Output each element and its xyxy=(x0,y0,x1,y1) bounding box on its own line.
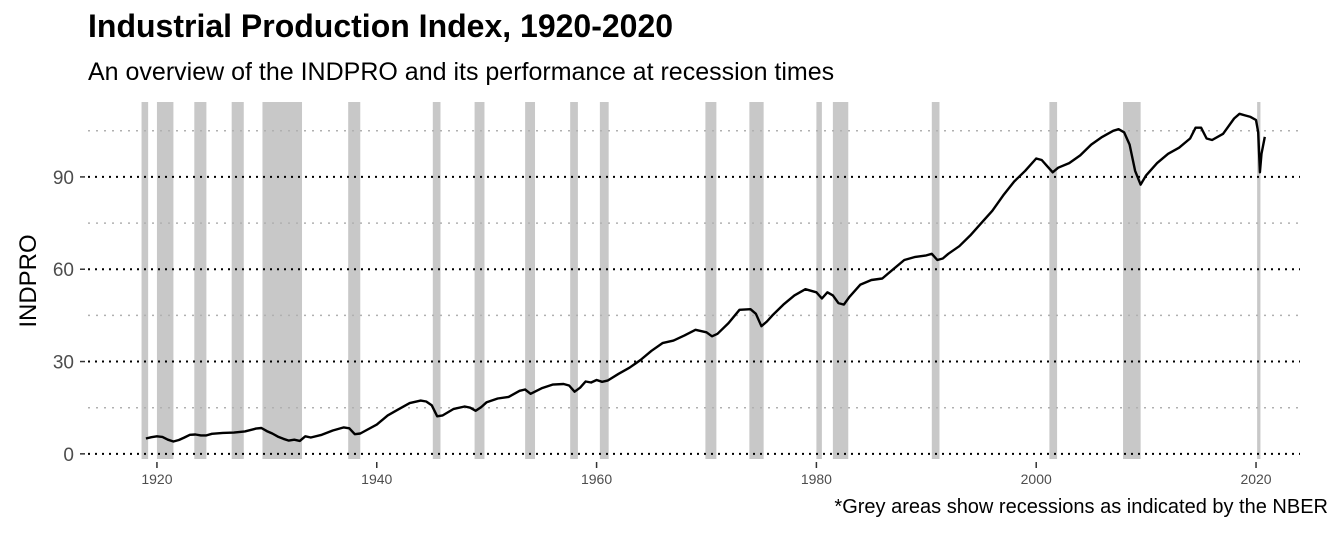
recession-bands xyxy=(141,102,1261,459)
recession-band-2 xyxy=(194,102,207,459)
recession-band-1 xyxy=(156,102,174,459)
recession-band-4 xyxy=(262,102,303,459)
recession-band-7 xyxy=(474,102,485,459)
y-tick-label: 60 xyxy=(53,260,74,281)
x-tick-label: 1980 xyxy=(801,471,832,487)
y-tick-label: 0 xyxy=(63,445,74,466)
x-tick-label: 1960 xyxy=(581,471,612,487)
x-tick-label: 2000 xyxy=(1021,471,1052,487)
x-tick-label: 1940 xyxy=(361,471,392,487)
recession-band-0 xyxy=(141,102,149,459)
recession-band-17 xyxy=(1123,102,1141,459)
chart-title: Industrial Production Index, 1920-2020 xyxy=(88,8,674,44)
x-tick-label: 2020 xyxy=(1240,471,1271,487)
y-axis-title: INDPRO xyxy=(15,234,42,327)
recession-band-3 xyxy=(231,102,244,459)
x-tick-label: 1920 xyxy=(141,471,172,487)
series-line-0 xyxy=(145,112,1266,443)
recession-band-10 xyxy=(599,102,609,459)
gridlines xyxy=(88,130,1300,455)
series-lines xyxy=(145,112,1266,443)
recession-band-8 xyxy=(525,102,536,459)
recession-band-11 xyxy=(705,102,717,459)
chart-caption: *Grey areas show recessions as indicated… xyxy=(834,496,1328,518)
y-tick-label: 30 xyxy=(53,353,74,374)
recession-band-5 xyxy=(348,102,361,459)
x-axis: 1920 1940 1960 1980 2000 2020 xyxy=(141,462,1272,487)
recession-band-9 xyxy=(570,102,578,459)
recession-band-13 xyxy=(816,102,822,459)
recession-band-14 xyxy=(832,102,849,459)
recession-band-12 xyxy=(749,102,764,459)
recession-band-16 xyxy=(1049,102,1058,459)
y-axis: 0 30 60 90 xyxy=(53,168,85,466)
y-tick-label: 90 xyxy=(53,168,74,189)
recession-band-15 xyxy=(931,102,940,459)
chart-subtitle: An overview of the INDPRO and its perfor… xyxy=(88,58,835,86)
recession-band-6 xyxy=(432,102,441,459)
recession-band-18 xyxy=(1257,102,1261,459)
